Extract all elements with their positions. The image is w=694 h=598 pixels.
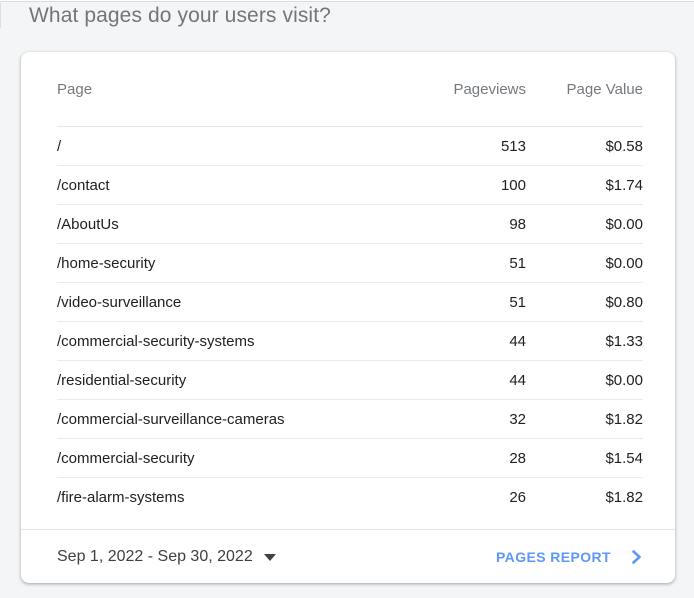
- cell-value: $1.82: [605, 410, 643, 428]
- cell-page: /commercial-security-systems: [57, 332, 255, 350]
- cell-value: $0.00: [605, 215, 643, 233]
- table-row: /commercial-security-systems 44 $1.33: [57, 322, 643, 361]
- card-footer: Sep 1, 2022 - Sep 30, 2022 PAGES REPORT: [21, 529, 675, 583]
- cell-page: /commercial-security: [57, 449, 195, 467]
- cell-pageviews: 26: [509, 489, 526, 506]
- table-row: /residential-security 44 $0.00: [57, 361, 643, 400]
- cell-pageviews: 44: [509, 371, 526, 389]
- cell-value: $0.00: [605, 371, 643, 389]
- pages-report-link[interactable]: PAGES REPORT: [496, 549, 643, 565]
- pages-report-label: PAGES REPORT: [495, 548, 611, 565]
- table-row: /home-security 51 $0.00: [57, 244, 643, 283]
- cell-value: $1.74: [605, 176, 643, 194]
- header-pageviews: Pageviews: [453, 80, 526, 98]
- cell-page: /residential-security: [57, 371, 187, 389]
- cell-value: $1.54: [605, 449, 643, 467]
- cell-pageviews: 51: [509, 254, 526, 272]
- cell-pageviews: 98: [509, 215, 526, 233]
- table-row: /fire-alarm-systems 26 $1.82: [57, 478, 643, 517]
- cell-page: /fire-alarm-systems: [57, 489, 185, 506]
- date-range-label: Sep 1, 2022 - Sep 30, 2022: [57, 547, 253, 565]
- cell-pageviews: 513: [500, 137, 526, 155]
- cell-page: /contact: [57, 176, 110, 194]
- cell-page: /: [57, 137, 62, 155]
- cell-page: /home-security: [57, 254, 156, 272]
- table-row: /commercial-surveillance-cameras 32 $1.8…: [57, 400, 643, 439]
- cell-pageviews: 100: [500, 176, 526, 194]
- table-row: /video-surveillance 51 $0.80: [57, 283, 643, 322]
- table-row: / 513 $0.58: [57, 127, 643, 166]
- table-row: /contact 100 $1.74: [57, 166, 643, 205]
- cell-pageviews: 28: [509, 449, 526, 467]
- date-range-selector[interactable]: Sep 1, 2022 - Sep 30, 2022: [57, 548, 276, 566]
- cell-value: $0.00: [605, 254, 643, 272]
- table-row: /AboutUs 98 $0.00: [57, 205, 643, 244]
- left-edge-divider: [0, 3, 1, 28]
- table-header-row: Page Pageviews Page Value: [57, 52, 643, 127]
- table-row: /commercial-security 28 $1.54: [57, 439, 643, 478]
- header-page-value: Page Value: [566, 80, 643, 98]
- top-divider: [0, 0, 694, 2]
- cell-value: $0.58: [605, 137, 643, 155]
- header-page: Page: [57, 80, 93, 98]
- pages-table: Page Pageviews Page Value / 513 $0.58 /c…: [21, 52, 675, 529]
- cell-value: $1.82: [605, 489, 643, 506]
- pages-widget-card: Page Pageviews Page Value / 513 $0.58 /c…: [21, 52, 675, 583]
- cell-page: /video-surveillance: [57, 293, 182, 311]
- cell-value: $1.33: [605, 332, 643, 350]
- caret-down-icon: [263, 554, 276, 561]
- widget-title: What pages do your users visit?: [29, 4, 331, 27]
- cell-page: /commercial-surveillance-cameras: [57, 410, 285, 428]
- cell-pageviews: 32: [509, 410, 526, 428]
- cell-pageviews: 51: [509, 293, 526, 311]
- table-body: / 513 $0.58 /contact 100 $1.74 /AboutUs …: [57, 127, 643, 517]
- cell-page: /AboutUs: [57, 215, 119, 233]
- cell-value: $0.80: [605, 293, 643, 311]
- cell-pageviews: 44: [509, 332, 526, 350]
- chevron-right-icon: [632, 549, 641, 564]
